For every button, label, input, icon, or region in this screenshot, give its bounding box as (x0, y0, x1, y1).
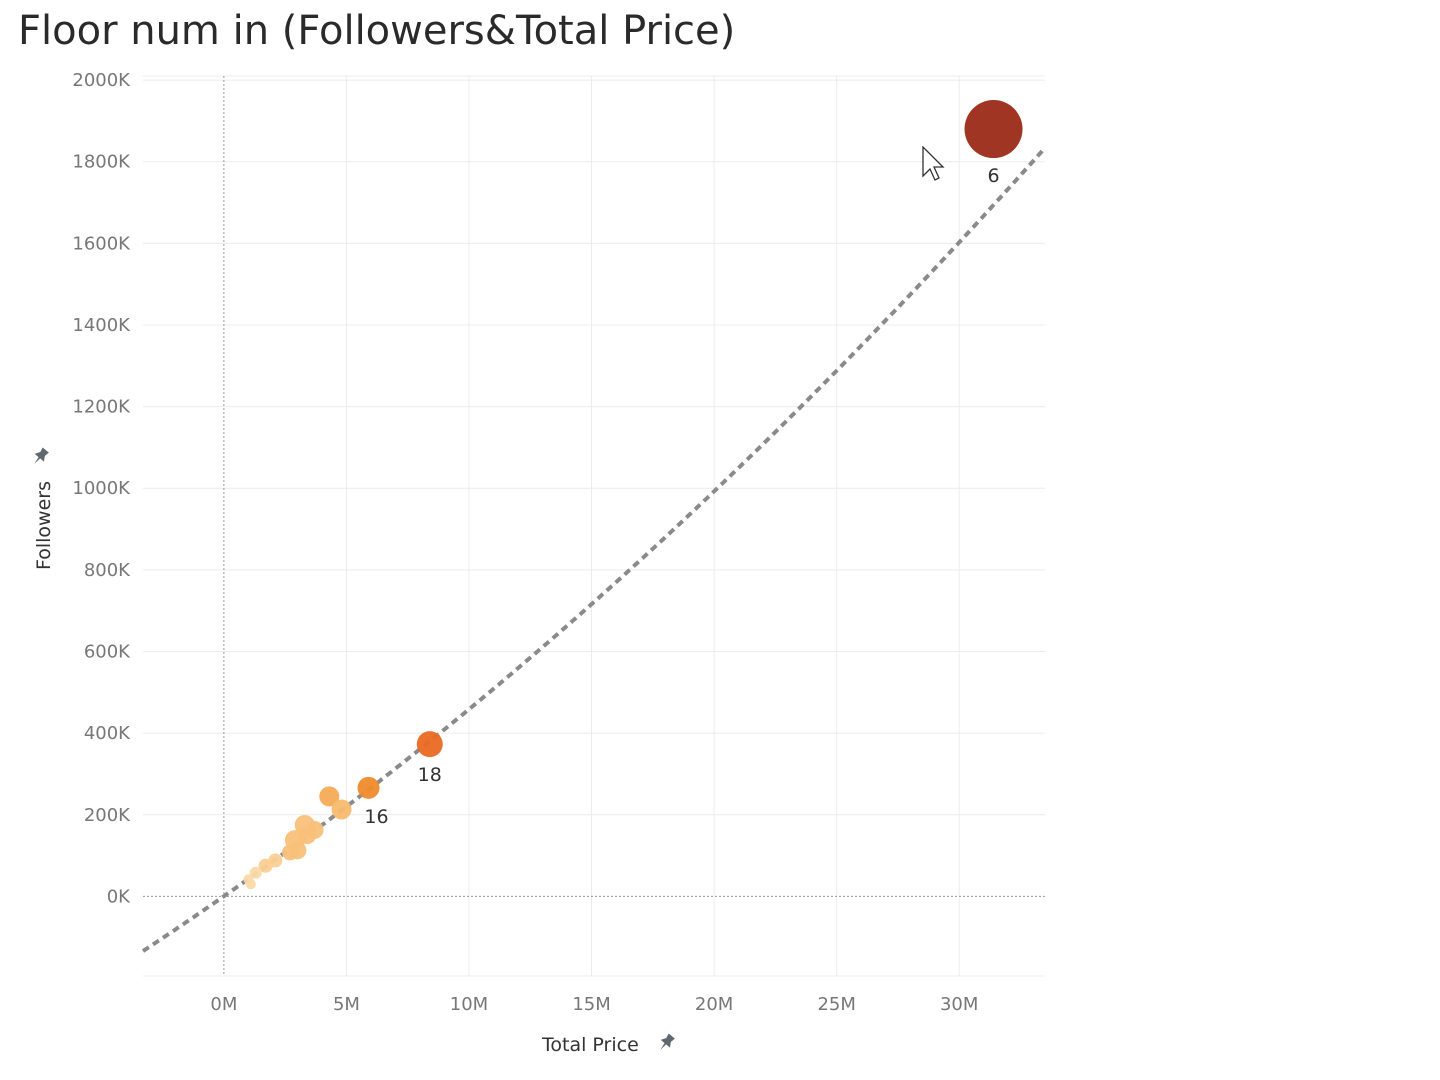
y-tick-label: 200K (84, 805, 131, 826)
data-point[interactable] (258, 858, 273, 873)
y-tick-label: 1000K (72, 478, 131, 499)
data-point[interactable] (298, 826, 317, 845)
mouse-pointer-icon (922, 146, 945, 181)
y-tick-label: 600K (84, 642, 131, 663)
x-tick-label: 25M (817, 994, 855, 1015)
data-point[interactable] (964, 100, 1023, 159)
x-axis-pin-icon[interactable] (656, 1032, 677, 1054)
x-axis-ticks: 0M 5M 10M 15M 20M 25M 30M (210, 994, 978, 1015)
chart-title: Floor num in (Followers&Total Price) (18, 8, 736, 54)
y-tick-label: 1200K (72, 397, 131, 418)
y-tick-label: 2000K (72, 70, 131, 91)
y-axis-title: Followers (33, 481, 55, 570)
data-point[interactable] (245, 879, 256, 890)
x-axis-title: Total Price (541, 1034, 639, 1056)
data-point-label: 6 (987, 165, 999, 187)
y-tick-label: 800K (84, 560, 131, 581)
x-tick-label: 30M (940, 994, 978, 1015)
x-tick-label: 5M (333, 994, 360, 1015)
data-point[interactable] (357, 776, 380, 799)
data-point[interactable] (282, 844, 299, 861)
y-axis-pin-icon[interactable] (30, 446, 51, 468)
x-tick-label: 20M (695, 994, 733, 1015)
data-point[interactable] (416, 731, 443, 758)
trend-line (141, 146, 1047, 953)
x-tick-label: 10M (450, 994, 488, 1015)
y-tick-label: 1600K (72, 233, 131, 254)
zero-lines (143, 76, 1045, 976)
y-axis-ticks: 0K 200K 400K 600K 800K 1000K 1200K 1400K 1600K 18… (72, 70, 131, 907)
grid-lines (143, 75, 1045, 977)
y-tick-label: 1400K (72, 315, 131, 336)
y-tick-label: 400K (84, 723, 131, 744)
data-point[interactable] (249, 866, 262, 879)
data-points[interactable] (243, 100, 1023, 890)
point-labels: 6 18 16 (364, 165, 999, 828)
data-point-label: 18 (418, 764, 442, 786)
y-tick-label: 0K (107, 886, 131, 907)
x-tick-label: 0M (210, 994, 237, 1015)
data-point-label: 16 (364, 806, 388, 828)
x-tick-label: 15M (572, 994, 610, 1015)
trend-line-group (141, 146, 1047, 953)
data-point[interactable] (331, 799, 352, 820)
y-tick-label: 1800K (72, 152, 131, 173)
data-point[interactable] (319, 786, 340, 807)
